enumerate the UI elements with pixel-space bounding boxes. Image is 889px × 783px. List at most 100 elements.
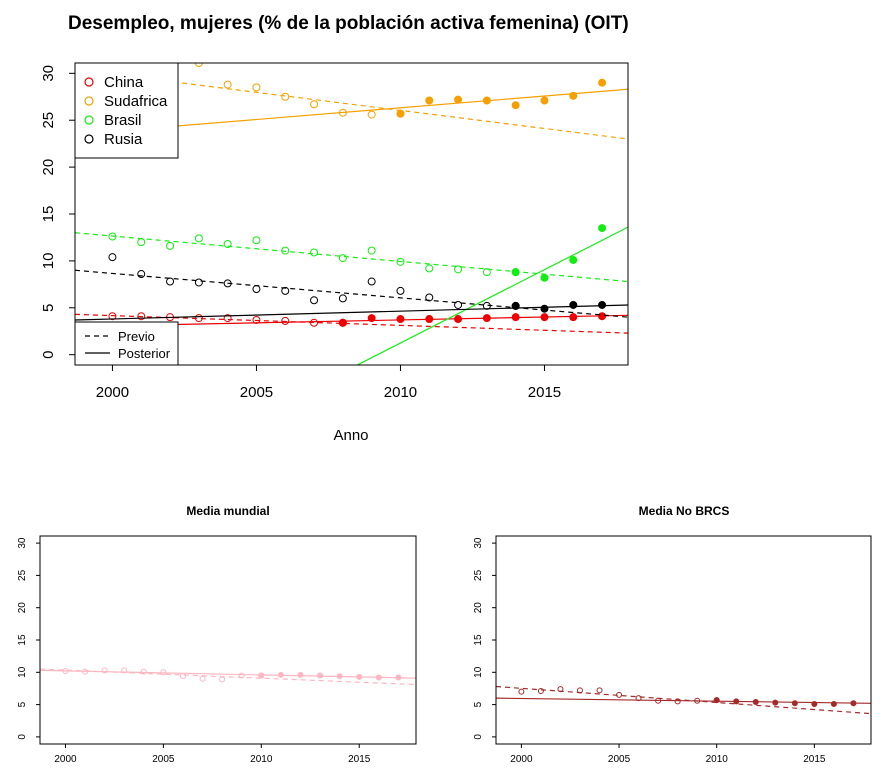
series-point-posterior [791,700,798,707]
sudafrica-point-previo [281,92,290,101]
line-legend-label-dashed: Previo [118,329,155,344]
rusia-point-posterior [511,301,520,310]
y-tick-label: 20 [40,159,57,176]
series-point-previo [537,688,544,695]
china-point-posterior [569,313,578,322]
series-point-previo [121,667,128,674]
rusia-point-previo [223,279,232,288]
sudafrica-point-posterior [511,101,520,110]
brasil-point-previo [367,246,376,255]
series-point-previo [101,667,108,674]
rusia-point-previo [454,300,463,309]
rusia-point-previo [396,286,405,295]
series-point-previo [557,686,564,693]
series-point-previo [82,668,89,675]
china-point-previo [194,314,203,323]
legend-marker-china [84,77,94,87]
legend-marker-sudafrica [84,96,94,106]
china-point-posterior [454,315,463,324]
rusia-point-previo [425,293,434,302]
y-tick-label: 20 [17,602,28,614]
rusia-point-previo [281,286,290,295]
china-point-posterior [396,315,405,324]
china-point-posterior [338,318,347,327]
brasil-point-previo [194,234,203,243]
y-tick-label: 30 [473,537,484,549]
rusia-point-previo [482,301,491,310]
x-tick-label: 2010 [384,384,417,401]
series-trend-posterior [496,697,871,704]
plot-content [40,667,416,686]
y-tick-label: 15 [473,634,484,646]
brasil-point-previo [310,248,319,257]
sudafrica-point-posterior [569,91,578,100]
brasil-point-previo [454,265,463,274]
y-tick-label: 5 [40,304,57,312]
x-tick-label: 2015 [803,754,826,765]
rusia-point-previo [310,296,319,305]
nobrcs-chart-title: Media No BRCS [639,504,730,518]
plot-frame [39,535,417,745]
china-point-previo [310,318,319,327]
plot-frame [495,535,872,745]
x-tick-label: 2010 [706,754,729,765]
series-point-previo [62,668,69,675]
rusia-trend-previo [75,269,628,318]
series-point-posterior [850,700,857,707]
x-tick-label: 2005 [608,754,631,765]
rusia-point-previo [194,278,203,287]
series-point-posterior [258,672,265,679]
sudafrica-point-previo [338,108,347,117]
y-tick-label: 5 [17,701,28,707]
china-point-posterior [367,314,376,323]
china-point-posterior [598,312,607,321]
main-x-axis-label: Anno [333,427,368,444]
x-tick-label: 2000 [54,754,77,765]
series-point-previo [199,675,206,682]
legend-label-china: China [104,74,144,91]
rusia-point-posterior [598,300,607,309]
plot-content [75,63,628,365]
sudafrica-point-posterior [482,96,491,105]
series-point-previo [635,695,642,702]
china-point-previo [252,315,261,324]
rusia-point-previo [166,277,175,286]
series-point-previo [576,687,583,694]
china-point-previo [108,312,117,321]
brasil-point-previo [252,236,261,245]
series-point-previo [674,698,681,705]
brasil-point-posterior [511,268,520,277]
sudafrica-point-previo [194,63,203,67]
rusia-point-posterior [540,304,549,313]
y-tick-label: 25 [473,569,484,581]
sudafrica-point-posterior [396,109,405,118]
series-point-posterior [733,698,740,705]
line-style-legend: Previo Posterior [74,321,179,366]
sudafrica-point-previo [367,110,376,119]
legend-marker-brasil [84,115,94,125]
y-tick-label: 0 [473,734,484,740]
china-point-posterior [425,315,434,324]
legend-label-brasil: Brasil [104,112,142,129]
brasil-point-previo [425,264,434,273]
y-tick-label: 30 [17,537,28,549]
brasil-point-previo [396,257,405,266]
series-point-previo [694,697,701,704]
china-point-posterior [540,313,549,322]
brasil-point-previo [137,238,146,247]
sudafrica-point-previo [223,80,232,89]
y-tick-label: 0 [40,351,57,359]
series-legend: China Sudafrica Brasil Rusia [74,62,179,159]
brasil-point-previo [166,241,175,250]
series-point-posterior [375,674,382,681]
main-chart-title: Desempleo, mujeres (% de la población ac… [68,13,629,34]
x-tick-label: 2015 [528,384,561,401]
series-point-posterior [772,699,779,706]
line-legend-box [74,321,179,366]
rusia-point-posterior [569,300,578,309]
sudafrica-point-posterior [454,95,463,104]
china-point-previo [223,314,232,323]
series-point-posterior [336,673,343,680]
y-tick-label: 15 [17,634,28,646]
x-tick-label: 2000 [510,754,533,765]
